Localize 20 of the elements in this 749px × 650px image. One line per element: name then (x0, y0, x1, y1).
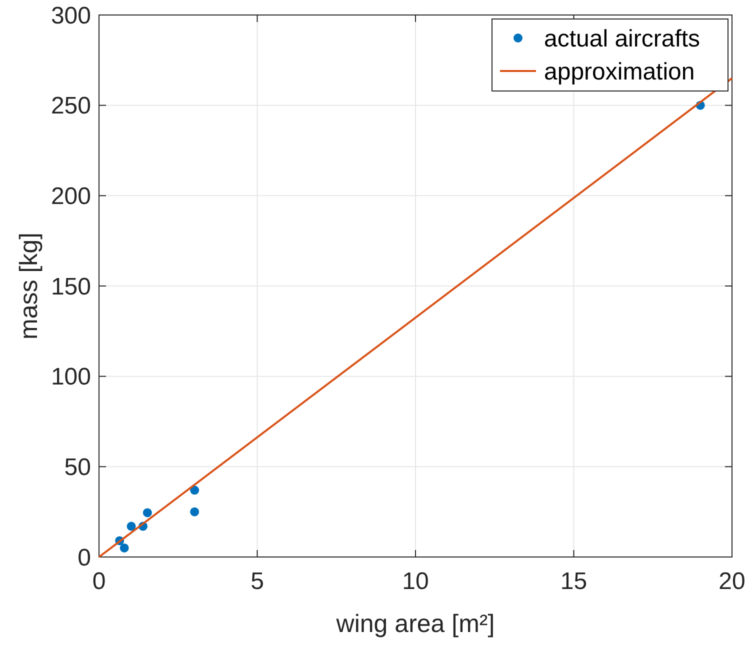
point (190, 486, 200, 495)
y-tick-label: 0 (78, 544, 91, 572)
y-tick-label: 200 (50, 183, 91, 210)
point (120, 543, 129, 552)
x-tick-label: 10 (402, 568, 429, 595)
y-tick-label: 100 (50, 364, 91, 391)
x-tick-label: 15 (560, 568, 588, 595)
y-axis-title: mass [kg] (15, 232, 43, 340)
x-axis-title: wing area [m²] (335, 610, 495, 638)
y-tick-label: 50 (64, 454, 91, 482)
y-tick-label: 250 (50, 92, 91, 120)
legend-label: approximation (544, 58, 695, 86)
point (142, 508, 152, 518)
legend-label: actual aircrafts (544, 25, 700, 52)
x-tick-label: 5 (250, 568, 264, 595)
point (126, 522, 136, 531)
y-tick-label: 150 (50, 273, 91, 300)
point (190, 507, 200, 516)
x-tick-label: 20 (718, 568, 746, 595)
y-tick-label: 300 (50, 2, 91, 30)
